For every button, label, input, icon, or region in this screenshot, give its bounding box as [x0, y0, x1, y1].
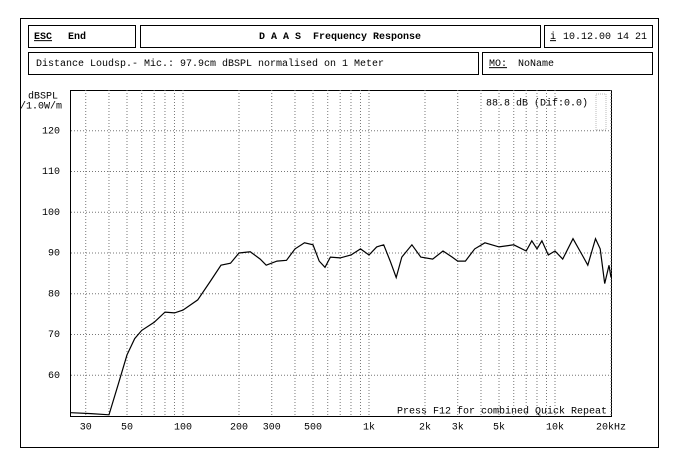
- description: Distance Loudsp.- Mic.: 97.9cm dBSPL nor…: [36, 58, 384, 70]
- frame: [20, 18, 659, 448]
- x-tick-label: 50: [121, 423, 133, 434]
- x-tick-label: 100: [174, 423, 192, 434]
- x-tick-label: 20kHz: [596, 422, 626, 434]
- x-tick-label: 200: [230, 423, 248, 434]
- x-tick-label: 500: [304, 423, 322, 434]
- memory-box: [482, 52, 653, 75]
- plot-area: [70, 90, 612, 417]
- legend-slots: [595, 93, 607, 131]
- x-tick-label: 5k: [493, 422, 505, 434]
- y-axis-label: /1.0W/m: [20, 101, 62, 113]
- title-box: [140, 25, 541, 48]
- description-box: [28, 52, 479, 75]
- date-box: [544, 25, 653, 48]
- datetime: 10.12.00 14 21: [563, 32, 647, 43]
- y-tick-label: 120: [42, 126, 60, 137]
- esc-box[interactable]: [28, 25, 136, 48]
- annotation: 88.8 dB (Dif:0.0): [486, 98, 588, 110]
- y-tick-label: 60: [48, 371, 60, 382]
- esc-key[interactable]: ESC: [34, 32, 52, 43]
- memory-key[interactable]: MO:: [489, 59, 507, 70]
- memory-name: NoName: [518, 59, 554, 70]
- info-key[interactable]: i: [550, 31, 556, 43]
- y-tick-label: 80: [48, 289, 60, 300]
- y-tick-label: 90: [48, 249, 60, 260]
- y-tick-label: 110: [42, 167, 60, 178]
- y-tick-label: 70: [48, 330, 60, 341]
- footer-note: Press F12 for combined Quick Repeat: [397, 406, 607, 418]
- x-tick-label: 2k: [419, 422, 431, 434]
- title: D A A S Frequency Response: [259, 32, 421, 43]
- esc-action[interactable]: End: [68, 31, 86, 43]
- y-axis-label: dBSPL: [28, 91, 58, 103]
- response-curve: [70, 236, 612, 416]
- x-tick-label: 3k: [452, 422, 464, 434]
- x-tick-label: 1k: [363, 422, 375, 434]
- x-tick-label: 10k: [546, 422, 564, 434]
- y-tick-label: 100: [42, 208, 60, 219]
- x-tick-label: 300: [263, 423, 281, 434]
- x-tick-label: 30: [80, 423, 92, 434]
